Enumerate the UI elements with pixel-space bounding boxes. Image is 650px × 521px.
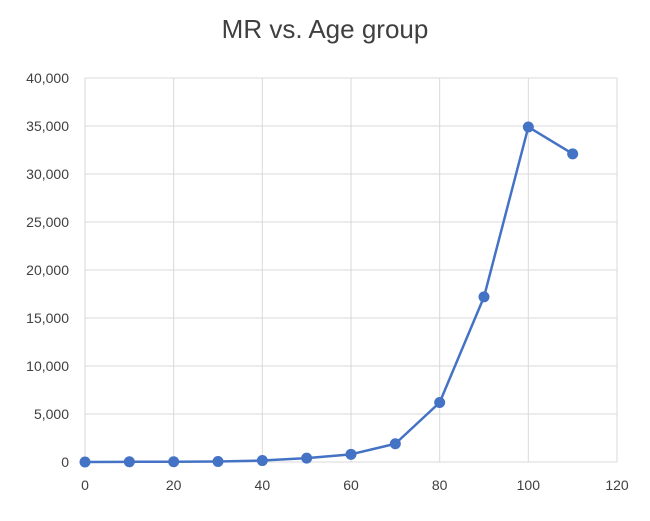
data-point [567, 148, 579, 160]
y-tick-label: 25,000 [26, 214, 69, 230]
y-tick-label: 5,000 [34, 406, 69, 422]
series-line [84, 125, 574, 464]
y-tick-label: 10,000 [26, 358, 69, 374]
data-point [168, 456, 180, 468]
data-point [301, 452, 313, 464]
y-tick-label: 15,000 [26, 310, 69, 326]
y-tick-label: 30,000 [26, 166, 69, 182]
data-point [123, 456, 135, 468]
x-tick-label: 0 [81, 477, 89, 493]
data-point [389, 438, 401, 450]
data-point [478, 291, 490, 303]
x-tick-label: 120 [605, 477, 629, 493]
x-tick-label: 80 [432, 477, 448, 493]
y-tick-label: 0 [61, 454, 69, 470]
data-point [434, 396, 446, 408]
x-tick-label: 40 [255, 477, 271, 493]
data-point [212, 456, 224, 468]
data-point [256, 455, 268, 467]
chart-title: MR vs. Age group [221, 14, 429, 44]
data-point [79, 456, 91, 468]
y-tick-label: 20,000 [26, 262, 69, 278]
x-tick-label: 20 [166, 477, 182, 493]
data-point [522, 121, 534, 133]
data-point [345, 448, 357, 460]
y-tick-label: 35,000 [26, 118, 69, 134]
x-tick-label: 60 [343, 477, 359, 493]
y-tick-label: 40,000 [26, 70, 69, 86]
x-tick-label: 100 [517, 477, 541, 493]
